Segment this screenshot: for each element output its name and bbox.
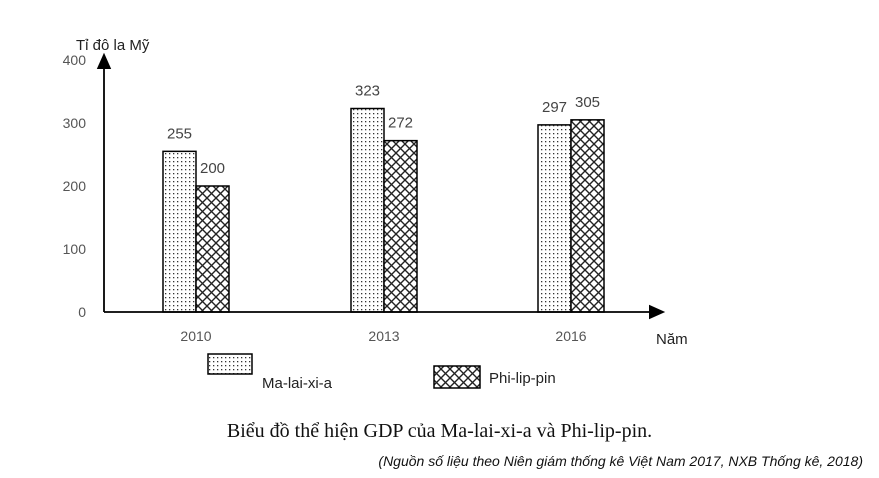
- bar-philippines-2010: [195, 185, 230, 313]
- y-tick-label: 100: [63, 241, 87, 257]
- y-tick-label: 200: [63, 178, 87, 194]
- bar-malaysia-2013: [350, 107, 385, 313]
- bar-philippines-2013: [383, 139, 418, 313]
- legend-label-philippines: Phi-lip-pin: [489, 370, 556, 387]
- bars: [162, 107, 605, 313]
- value-label-philippines-2016: 305: [575, 94, 600, 111]
- legend-label-malaysia: Ma-lai-xi-a: [262, 375, 333, 392]
- legend-swatch-malaysia: [207, 353, 253, 375]
- y-tick-label: 0: [78, 304, 86, 320]
- x-axis-title: Năm: [656, 331, 688, 348]
- legend-swatch-philippines: [433, 365, 481, 389]
- bar-philippines-2016: [570, 119, 605, 313]
- bar-malaysia-2016: [537, 124, 572, 313]
- x-tick-label: 2013: [368, 328, 399, 344]
- value-label-philippines-2013: 272: [388, 115, 413, 132]
- value-label-malaysia-2016: 297: [542, 99, 567, 116]
- data-source-note: (Nguồn số liệu theo Niên giám thống kê V…: [378, 453, 863, 469]
- y-tick-label: 300: [63, 115, 87, 131]
- y-axis-ticks: 0 100 200 300 400: [63, 52, 87, 320]
- chart-caption: Biểu đồ thể hiện GDP của Ma-lai-xi-a và …: [226, 420, 653, 442]
- legend: Ma-lai-xi-a Phi-lip-pin: [207, 353, 556, 392]
- value-label-malaysia-2010: 255: [167, 125, 192, 142]
- bar-malaysia-2010: [162, 150, 197, 313]
- x-axis-ticks: 2010 2013 2016: [180, 328, 586, 344]
- x-tick-label: 2010: [180, 328, 211, 344]
- value-labels: 255 200 323 272 297 305: [167, 83, 600, 177]
- x-tick-label: 2016: [555, 328, 586, 344]
- value-label-philippines-2010: 200: [200, 160, 225, 177]
- value-label-malaysia-2013: 323: [355, 83, 380, 100]
- y-tick-label: 400: [63, 52, 87, 68]
- y-axis-title: Tỉ đô la Mỹ: [76, 37, 150, 54]
